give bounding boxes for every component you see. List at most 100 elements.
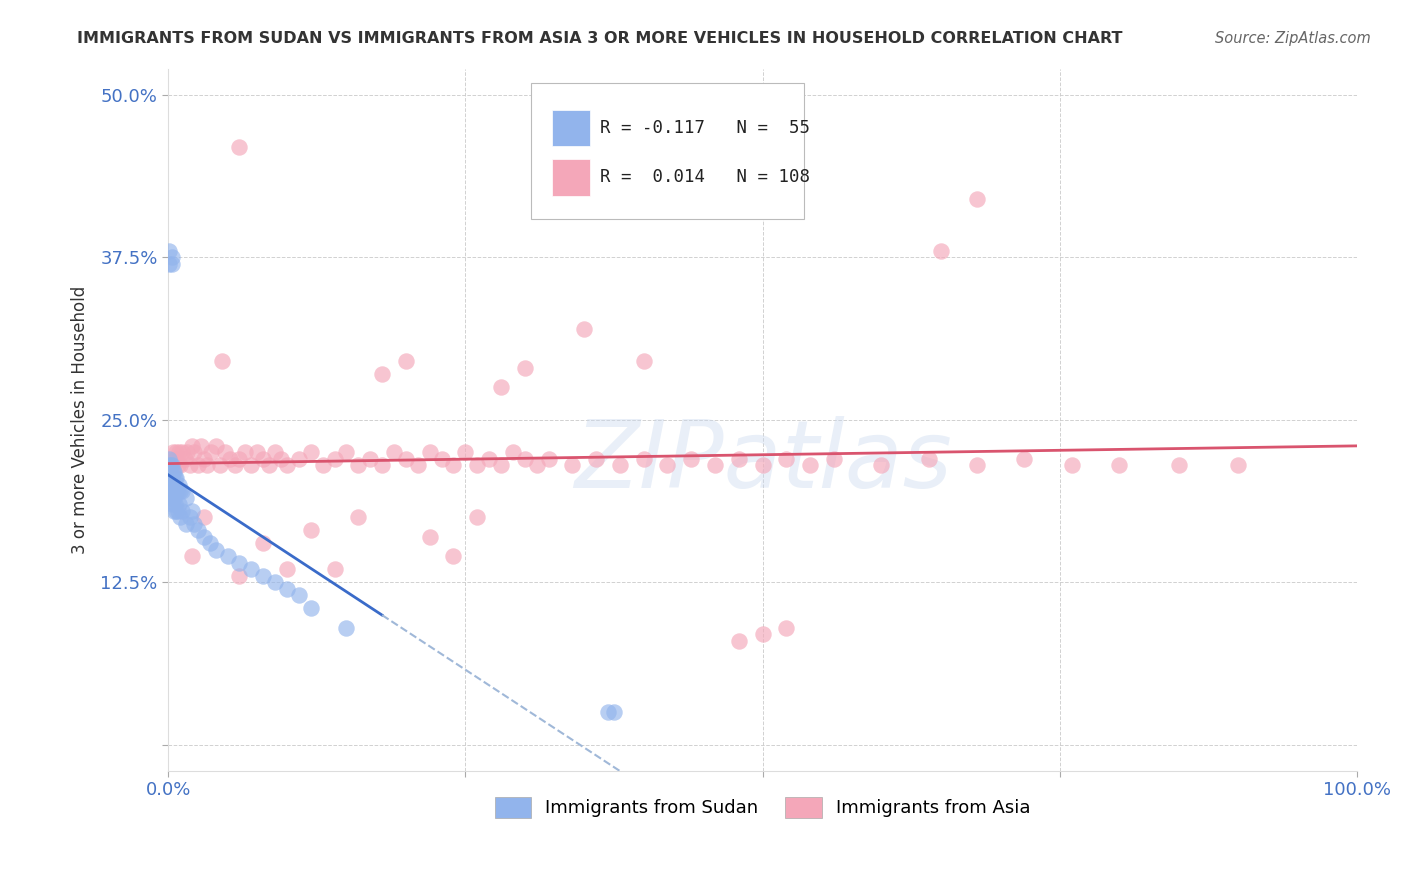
Point bbox=[966, 458, 988, 472]
Point bbox=[163, 458, 186, 472]
Point bbox=[276, 458, 298, 472]
Point bbox=[195, 458, 218, 472]
Point bbox=[585, 451, 607, 466]
Point bbox=[228, 568, 250, 582]
Point bbox=[209, 458, 232, 472]
Point bbox=[166, 471, 188, 485]
Point bbox=[966, 192, 988, 206]
Point bbox=[633, 354, 655, 368]
Point bbox=[727, 633, 749, 648]
Point bbox=[159, 477, 181, 491]
Point bbox=[174, 491, 197, 505]
Point bbox=[371, 367, 394, 381]
Text: R = -0.117   N =  55: R = -0.117 N = 55 bbox=[600, 120, 810, 137]
Point bbox=[288, 451, 311, 466]
Point bbox=[165, 484, 187, 499]
Point bbox=[160, 497, 183, 511]
Point bbox=[228, 139, 250, 153]
Point bbox=[160, 471, 183, 485]
Point bbox=[633, 451, 655, 466]
Point bbox=[162, 465, 184, 479]
Point bbox=[264, 445, 287, 459]
Point bbox=[299, 601, 322, 615]
Point bbox=[335, 445, 357, 459]
Point bbox=[181, 503, 204, 517]
Point bbox=[157, 465, 180, 479]
Point bbox=[257, 458, 280, 472]
Point bbox=[176, 445, 198, 459]
Point bbox=[166, 484, 188, 499]
Point bbox=[179, 510, 201, 524]
Point bbox=[172, 484, 194, 499]
Point bbox=[193, 451, 215, 466]
Point bbox=[181, 549, 204, 563]
Point bbox=[165, 471, 187, 485]
Point bbox=[929, 244, 952, 258]
Point bbox=[169, 510, 191, 524]
Text: IMMIGRANTS FROM SUDAN VS IMMIGRANTS FROM ASIA 3 OR MORE VEHICLES IN HOUSEHOLD CO: IMMIGRANTS FROM SUDAN VS IMMIGRANTS FROM… bbox=[77, 31, 1123, 46]
Point bbox=[371, 458, 394, 472]
Point bbox=[160, 484, 183, 499]
Point bbox=[174, 516, 197, 531]
Point bbox=[419, 530, 441, 544]
Point bbox=[160, 256, 183, 270]
Point bbox=[264, 575, 287, 590]
Point bbox=[219, 451, 242, 466]
Point bbox=[159, 491, 181, 505]
Point bbox=[443, 458, 465, 472]
Point bbox=[172, 503, 194, 517]
Point bbox=[419, 445, 441, 459]
Point bbox=[276, 582, 298, 596]
Point bbox=[157, 244, 180, 258]
Point bbox=[478, 451, 501, 466]
Point bbox=[347, 510, 370, 524]
Point bbox=[443, 549, 465, 563]
Point bbox=[214, 445, 236, 459]
Point bbox=[166, 503, 188, 517]
Point bbox=[169, 458, 191, 472]
Point bbox=[681, 451, 703, 466]
Point bbox=[312, 458, 335, 472]
Point bbox=[198, 536, 221, 550]
Point bbox=[190, 439, 212, 453]
Point bbox=[395, 451, 418, 466]
Point bbox=[165, 451, 187, 466]
Point bbox=[323, 451, 346, 466]
Y-axis label: 3 or more Vehicles in Household: 3 or more Vehicles in Household bbox=[72, 285, 89, 554]
Point bbox=[823, 451, 845, 466]
Text: Source: ZipAtlas.com: Source: ZipAtlas.com bbox=[1215, 31, 1371, 46]
Point bbox=[603, 705, 626, 719]
Point bbox=[200, 445, 222, 459]
Point bbox=[240, 458, 263, 472]
Point bbox=[228, 451, 250, 466]
Point bbox=[160, 250, 183, 264]
Point bbox=[1108, 458, 1130, 472]
Point bbox=[502, 445, 524, 459]
Point bbox=[246, 445, 269, 459]
FancyBboxPatch shape bbox=[553, 110, 591, 146]
Text: ZIPatlas: ZIPatlas bbox=[574, 417, 952, 508]
Point bbox=[183, 445, 205, 459]
Point bbox=[574, 321, 596, 335]
Point bbox=[166, 503, 188, 517]
Point bbox=[166, 458, 188, 472]
Point bbox=[704, 458, 727, 472]
Point bbox=[382, 445, 405, 459]
Point bbox=[167, 445, 190, 459]
Point bbox=[395, 354, 418, 368]
Point bbox=[235, 445, 257, 459]
Point bbox=[347, 458, 370, 472]
Point bbox=[1060, 458, 1083, 472]
Point bbox=[270, 451, 292, 466]
Point bbox=[181, 439, 204, 453]
Point bbox=[323, 562, 346, 576]
Point bbox=[159, 458, 181, 472]
Point bbox=[489, 458, 512, 472]
Point bbox=[157, 256, 180, 270]
Point bbox=[167, 477, 190, 491]
Point bbox=[465, 458, 488, 472]
Point bbox=[727, 451, 749, 466]
Point bbox=[163, 477, 186, 491]
Point bbox=[513, 451, 536, 466]
Point bbox=[775, 621, 797, 635]
